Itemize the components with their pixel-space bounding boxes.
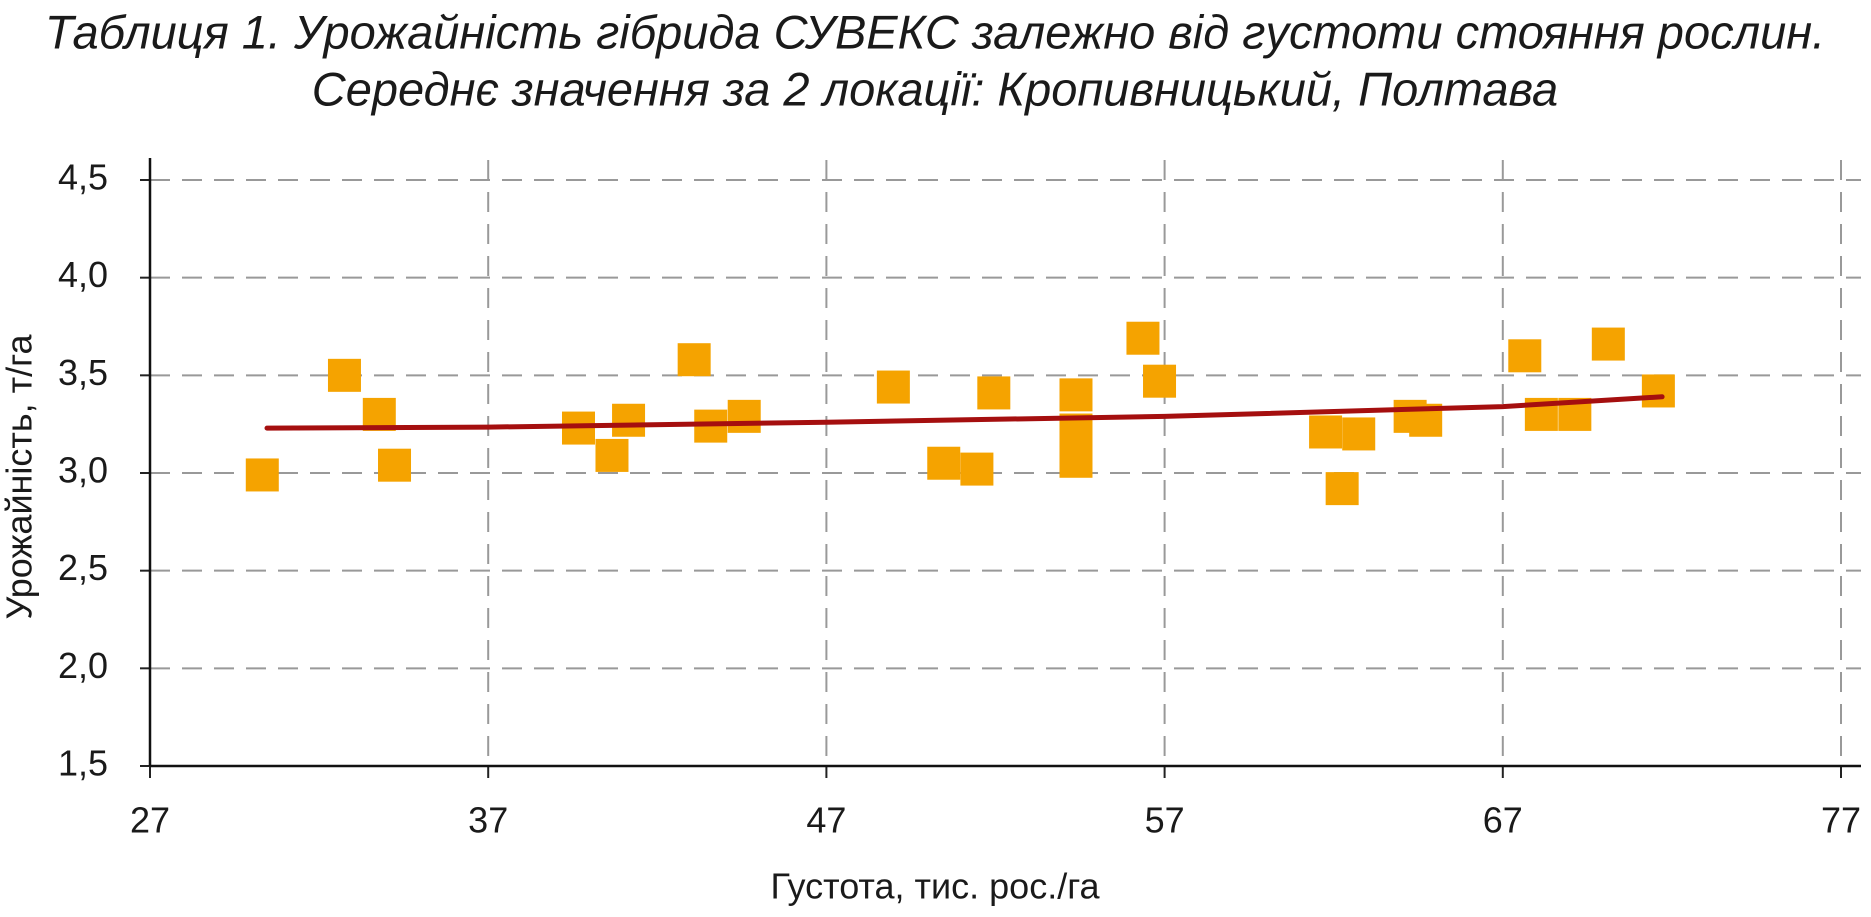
y-tick-label: 3,0 xyxy=(58,450,108,491)
x-tick-label: 57 xyxy=(1145,800,1185,841)
y-tick-label: 4,5 xyxy=(58,157,108,198)
point xyxy=(1508,339,1542,373)
point xyxy=(595,438,629,472)
point xyxy=(1059,378,1093,412)
point xyxy=(1342,417,1376,451)
y-tick-label: 2,5 xyxy=(58,547,108,588)
point xyxy=(677,343,711,377)
chart-title: Таблиця 1. Урожайність гібрида СУВЕКС за… xyxy=(45,5,1825,58)
x-axis-title: Густота, тис. рос./га xyxy=(770,866,1100,907)
point xyxy=(1325,472,1359,506)
y-tick-label: 2,0 xyxy=(58,645,108,686)
point xyxy=(327,358,361,392)
point xyxy=(1309,415,1343,449)
point xyxy=(727,399,761,433)
x-tick-label: 47 xyxy=(806,800,846,841)
point xyxy=(1143,364,1177,398)
chart-subtitle: Середнє значення за 2 локації: Кропивниц… xyxy=(312,62,1558,115)
point xyxy=(612,403,646,437)
x-tick-label: 77 xyxy=(1821,800,1861,841)
point xyxy=(245,458,279,492)
point xyxy=(378,448,412,482)
point xyxy=(977,376,1011,410)
point xyxy=(1126,321,1160,355)
point xyxy=(876,370,910,404)
x-tick-label: 67 xyxy=(1483,800,1523,841)
y-tick-label: 4,0 xyxy=(58,254,108,295)
point xyxy=(1059,444,1093,478)
x-tick-label: 37 xyxy=(468,800,508,841)
y-tick-label: 3,5 xyxy=(58,352,108,393)
y-tick-label: 1,5 xyxy=(58,743,108,784)
point xyxy=(1641,374,1675,408)
point xyxy=(960,452,994,486)
trend-line xyxy=(264,394,1665,431)
point xyxy=(1591,327,1625,361)
y-axis-title: Урожайність, т/га xyxy=(0,333,40,619)
x-tick-label: 27 xyxy=(130,800,170,841)
point xyxy=(927,446,961,480)
